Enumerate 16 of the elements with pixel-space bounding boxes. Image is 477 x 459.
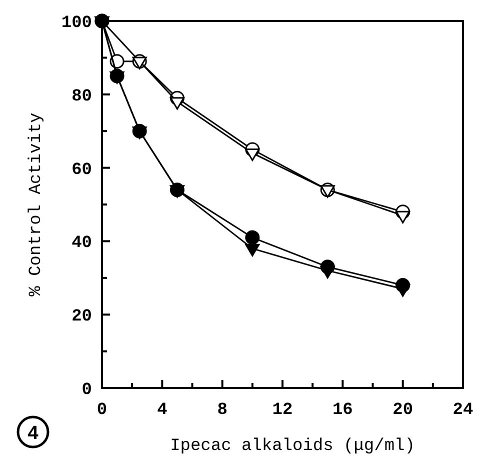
y-tick-label: 100 bbox=[61, 14, 92, 33]
y-axis-title: % Control Activity bbox=[27, 112, 46, 296]
x-tick-label: 0 bbox=[96, 401, 108, 420]
x-tick-label: 16 bbox=[332, 401, 353, 420]
x-tick-label: 24 bbox=[452, 401, 474, 420]
x-tick-label: 20 bbox=[392, 401, 414, 420]
y-tick-label: 80 bbox=[72, 87, 92, 106]
text: 4 bbox=[28, 423, 39, 444]
y-tick-label: 40 bbox=[72, 234, 92, 254]
x-tick-label: 4 bbox=[157, 401, 168, 420]
y-tick-label: 60 bbox=[72, 160, 92, 180]
x-tick-label: 8 bbox=[217, 401, 228, 420]
x-tick-label: 12 bbox=[272, 401, 293, 420]
x-axis-title: Ipecac alkaloids (μg/ml) bbox=[170, 437, 415, 456]
y-tick-label: 20 bbox=[72, 308, 92, 327]
y-tick-label: 0 bbox=[82, 381, 92, 400]
